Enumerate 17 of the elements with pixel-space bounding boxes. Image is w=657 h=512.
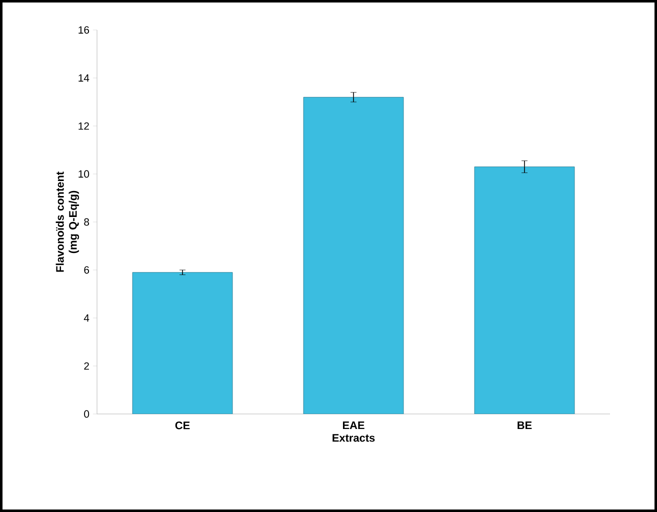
bar xyxy=(303,96,404,414)
x-axis-title: Extracts xyxy=(332,434,375,442)
y-tick-label: 6 xyxy=(84,266,90,274)
y-tick-label: 12 xyxy=(78,122,89,130)
x-tick-label: BE xyxy=(518,422,532,430)
y-tick-label: 16 xyxy=(78,26,90,34)
y-tick-label: 10 xyxy=(78,170,90,178)
y-tick-label: 8 xyxy=(84,218,90,226)
bar xyxy=(474,166,575,414)
y-tick-label: 0 xyxy=(84,410,90,418)
x-tick-label: CE xyxy=(175,422,190,430)
y-tick-label: 4 xyxy=(84,314,90,322)
y-tick-label: 14 xyxy=(78,74,90,82)
y-tick-label: 2 xyxy=(84,362,89,370)
bar xyxy=(132,272,233,414)
y-axis-title: Flavonoïds content (mg Q-Eq/g) xyxy=(56,172,80,272)
x-tick-label: EAE xyxy=(342,422,364,430)
